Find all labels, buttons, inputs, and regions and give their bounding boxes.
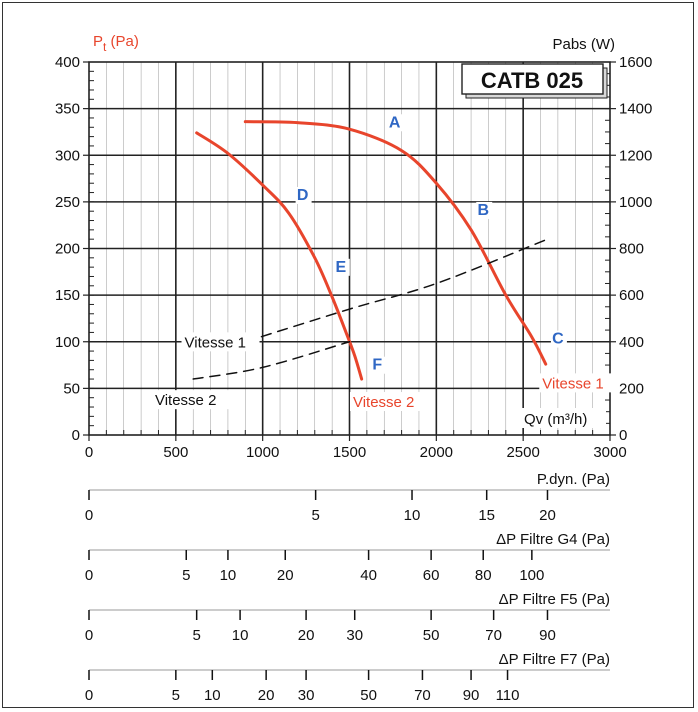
- scale-tick-label: 50: [423, 627, 440, 644]
- right-axis-tick-label: 1400: [619, 101, 652, 118]
- pressure-curve-vitesse-1: [243, 120, 548, 366]
- scale-tick-label: 0: [85, 567, 93, 584]
- left-axis-tick-label: 300: [55, 147, 80, 164]
- scale-tick-label: 0: [85, 687, 93, 704]
- left-axis-tick-label: 350: [55, 101, 80, 118]
- scale-tick-label: 70: [485, 627, 502, 644]
- curve-label-background: [349, 392, 428, 412]
- x-axis-tick-label: 2000: [420, 444, 453, 461]
- x-axis-tick-label: 1500: [333, 444, 366, 461]
- curve-label: Vitesse 2: [353, 394, 414, 411]
- x-axis-title-background: [520, 408, 606, 428]
- curve-label: Vitesse 1: [542, 375, 603, 392]
- scale-tick-label: 5: [193, 627, 201, 644]
- scale-tick-label: 60: [423, 567, 440, 584]
- point-label-background: [370, 356, 387, 374]
- left-axis-tick-label: 0: [72, 427, 80, 444]
- left-axis-tick-label: 400: [55, 54, 80, 71]
- point-label: C: [552, 331, 564, 348]
- point-label-background: [476, 201, 493, 219]
- right-axis-tick-label: 200: [619, 380, 644, 397]
- scale-title: P.dyn. (Pa): [537, 471, 610, 488]
- scale-title: ΔP Filtre G4 (Pa): [496, 531, 610, 548]
- point-label-background: [333, 258, 350, 276]
- scale-tick-label: 90: [539, 627, 556, 644]
- left-axis-tick-label: 250: [55, 194, 80, 211]
- curve-label-background: [181, 332, 260, 352]
- right-axis-tick-label: 400: [619, 334, 644, 351]
- scale-tick-label: 10: [220, 567, 237, 584]
- scale-tick-label: 10: [232, 627, 249, 644]
- scale-title: ΔP Filtre F5 (Pa): [499, 591, 610, 608]
- model-label: CATB 025: [481, 68, 583, 93]
- point-label: A: [389, 114, 401, 131]
- scale-tick-label: 0: [85, 627, 93, 644]
- scale-tick-label: 40: [360, 567, 377, 584]
- scale-tick-label: 10: [204, 687, 221, 704]
- left-axis-tick-label: 100: [55, 334, 80, 351]
- power-curve-vitesse-2: [192, 341, 351, 380]
- curve-label-background: [151, 390, 230, 410]
- scale-tick-label: 100: [519, 567, 544, 584]
- model-label-box: [461, 63, 604, 95]
- curve-label: Vitesse 1: [185, 334, 246, 351]
- right-axis-title: Pabs (W): [552, 36, 615, 53]
- power-curve-vitesse-1: [244, 238, 549, 343]
- point-label-background: [387, 114, 404, 132]
- left-axis-tick-label: 50: [63, 380, 80, 397]
- curve-label-background: [539, 373, 618, 393]
- scale-tick-label: 10: [404, 507, 421, 524]
- x-axis-tick-label: 3000: [593, 444, 626, 461]
- scale-tick-label: 20: [277, 567, 294, 584]
- point-label-background: [295, 187, 312, 205]
- left-axis-tick-label: 200: [55, 241, 80, 258]
- x-axis-tick-label: 500: [163, 444, 188, 461]
- curve-label: Vitesse 2: [155, 392, 216, 409]
- right-axis-tick-label: 1000: [619, 194, 652, 211]
- point-label: F: [372, 357, 382, 374]
- x-axis-title: Qv (m³/h): [524, 411, 587, 428]
- point-label-background: [550, 330, 567, 348]
- scale-tick-label: 5: [182, 567, 190, 584]
- scale-tick-label: 5: [172, 687, 180, 704]
- scale-tick-label: 20: [298, 627, 315, 644]
- scale-tick-label: 15: [478, 507, 495, 524]
- left-axis-tick-label: 150: [55, 287, 80, 304]
- right-axis-tick-label: 0: [619, 427, 627, 444]
- scale-tick-label: 20: [539, 507, 556, 524]
- scale-tick-label: 50: [360, 687, 377, 704]
- scale-tick-label: 30: [346, 627, 363, 644]
- left-axis-title: Pt (Pa): [93, 33, 139, 54]
- scale-tick-label: 110: [496, 687, 520, 704]
- scale-tick-label: 20: [258, 687, 275, 704]
- point-label: E: [335, 259, 346, 276]
- x-axis-tick-label: 1000: [246, 444, 279, 461]
- scale-tick-label: 30: [298, 687, 315, 704]
- pressure-curve-vitesse-2: [195, 131, 364, 381]
- right-axis-tick-label: 1200: [619, 147, 652, 164]
- scale-tick-label: 80: [475, 567, 492, 584]
- scale-tick-label: 70: [414, 687, 431, 704]
- x-axis-tick-label: 2500: [506, 444, 539, 461]
- scale-tick-label: 5: [311, 507, 319, 524]
- scale-tick-label: 90: [463, 687, 480, 704]
- x-axis-tick-label: 0: [85, 444, 93, 461]
- right-axis-tick-label: 800: [619, 241, 644, 258]
- scale-title: ΔP Filtre F7 (Pa): [499, 651, 610, 668]
- right-axis-tick-label: 600: [619, 287, 644, 304]
- right-axis-tick-label: 1600: [619, 54, 652, 71]
- point-label: B: [477, 202, 489, 219]
- scale-tick-label: 0: [85, 507, 93, 524]
- point-label: D: [297, 187, 309, 204]
